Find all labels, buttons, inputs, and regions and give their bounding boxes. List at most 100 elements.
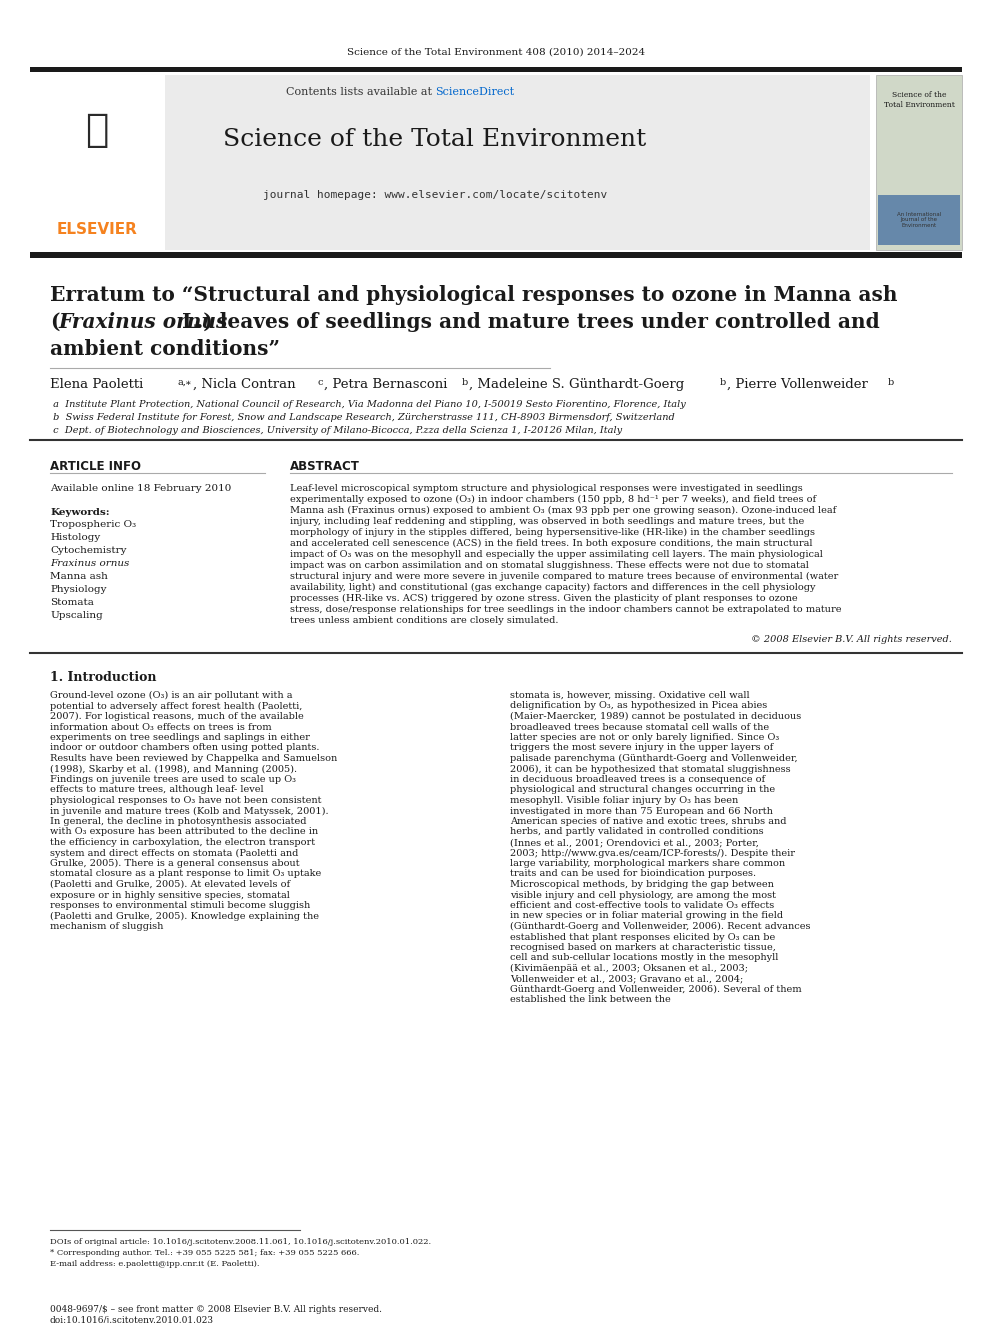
Text: impact was on carbon assimilation and on stomatal sluggishness. These effects we: impact was on carbon assimilation and on… [290,561,808,570]
Text: Contents lists available at: Contents lists available at [286,87,435,97]
Text: (1998), Skarby et al. (1998), and Manning (2005).: (1998), Skarby et al. (1998), and Mannin… [50,765,298,774]
Text: palisade parenchyma (Günthardt-Goerg and Vollenweider,: palisade parenchyma (Günthardt-Goerg and… [510,754,798,763]
Text: in new species or in foliar material growing in the field: in new species or in foliar material gro… [510,912,783,921]
Text: 🌳: 🌳 [85,111,109,149]
Text: ABSTRACT: ABSTRACT [290,460,360,474]
Text: In general, the decline in photosynthesis associated: In general, the decline in photosynthesi… [50,818,307,826]
Text: Erratum to “Structural and physiological responses to ozone in Manna ash: Erratum to “Structural and physiological… [50,284,898,306]
Text: processes (HR-like vs. ACS) triggered by ozone stress. Given the plasticity of p: processes (HR-like vs. ACS) triggered by… [290,594,798,603]
Text: in deciduous broadleaved trees is a consequence of: in deciduous broadleaved trees is a cons… [510,775,765,785]
Text: Fraxinus ornus: Fraxinus ornus [58,312,227,332]
Text: the efficiency in carboxylation, the electron transport: the efficiency in carboxylation, the ele… [50,837,315,847]
Text: Ground-level ozone (O₃) is an air pollutant with a: Ground-level ozone (O₃) is an air pollut… [50,691,293,700]
Text: , Pierre Vollenweider: , Pierre Vollenweider [727,378,868,392]
Text: Manna ash (Fraxinus ornus) exposed to ambient O₃ (max 93 ppb per one growing sea: Manna ash (Fraxinus ornus) exposed to am… [290,505,836,515]
Text: Tropospheric O₃: Tropospheric O₃ [50,520,136,529]
Text: (Paoletti and Grulke, 2005). At elevated levels of: (Paoletti and Grulke, 2005). At elevated… [50,880,290,889]
Text: a,⁎: a,⁎ [178,378,191,388]
Text: trees unless ambient conditions are closely simulated.: trees unless ambient conditions are clos… [290,617,558,624]
Text: b  Swiss Federal Institute for Forest, Snow and Landscape Research, Zürcherstras: b Swiss Federal Institute for Forest, Sn… [50,413,675,422]
Text: availability, light) and constitutional (gas exchange capacity) factors and diff: availability, light) and constitutional … [290,583,815,593]
Text: in juvenile and mature trees (Kolb and Matyssek, 2001).: in juvenile and mature trees (Kolb and M… [50,807,328,815]
Text: An International
Journal of the
Environment: An International Journal of the Environm… [897,212,941,229]
Text: ScienceDirect: ScienceDirect [435,87,514,97]
Text: 2006), it can be hypothesized that stomatal sluggishness: 2006), it can be hypothesized that stoma… [510,765,791,774]
Text: impact of O₃ was on the mesophyll and especially the upper assimilating cell lay: impact of O₃ was on the mesophyll and es… [290,550,823,560]
Text: doi:10.1016/j.scitotenv.2010.01.023: doi:10.1016/j.scitotenv.2010.01.023 [50,1316,214,1323]
Bar [30,75,870,250]
Text: information about O₃ effects on trees is from: information about O₃ effects on trees is… [50,722,272,732]
Text: , Madeleine S. Günthardt-Goerg: , Madeleine S. Günthardt-Goerg [469,378,684,392]
Text: ELSEVIER: ELSEVIER [57,222,138,238]
Bar [30,251,962,258]
Text: recognised based on markers at characteristic tissue,: recognised based on markers at character… [510,943,776,953]
Text: * Corresponding author. Tel.: +39 055 5225 581; fax: +39 055 5225 666.: * Corresponding author. Tel.: +39 055 52… [50,1249,359,1257]
Text: Manna ash: Manna ash [50,572,108,581]
Text: Upscaling: Upscaling [50,611,103,620]
Text: experiments on tree seedlings and saplings in either: experiments on tree seedlings and saplin… [50,733,310,742]
Text: broadleaved trees because stomatal cell walls of the: broadleaved trees because stomatal cell … [510,722,769,732]
Bar [30,67,962,71]
Text: morphology of injury in the stipples differed, being hypersensitive-like (HR-lik: morphology of injury in the stipples dif… [290,528,815,537]
Text: triggers the most severe injury in the upper layers of: triggers the most severe injury in the u… [510,744,773,753]
Text: American species of native and exotic trees, shrubs and: American species of native and exotic tr… [510,818,787,826]
Text: and accelerated cell senescence (ACS) in the field trees. In both exposure condi: and accelerated cell senescence (ACS) in… [290,538,812,548]
Text: b: b [720,378,726,388]
Text: Vollenweider et al., 2003; Gravano et al., 2004;: Vollenweider et al., 2003; Gravano et al… [510,975,743,983]
Text: Science of the
Total Environment: Science of the Total Environment [884,91,954,108]
Text: visible injury and cell physiology, are among the most: visible injury and cell physiology, are … [510,890,776,900]
Text: ambient conditions”: ambient conditions” [50,339,280,359]
Text: 1. Introduction: 1. Introduction [50,671,157,684]
Text: indoor or outdoor chambers often using potted plants.: indoor or outdoor chambers often using p… [50,744,319,753]
Text: Science of the Total Environment 408 (2010) 2014–2024: Science of the Total Environment 408 (20… [347,48,645,57]
Text: (Maier-Maercker, 1989) cannot be postulated in deciduous: (Maier-Maercker, 1989) cannot be postula… [510,712,802,721]
Text: c  Dept. of Biotechnology and Biosciences, University of Milano-Bicocca, P.zza d: c Dept. of Biotechnology and Biosciences… [50,426,622,435]
Text: , Petra Bernasconi: , Petra Bernasconi [324,378,447,392]
Text: ARTICLE INFO: ARTICLE INFO [50,460,141,474]
Text: mechanism of sluggish: mechanism of sluggish [50,922,164,931]
Text: (Innes et al., 2001; Orendovici et al., 2003; Porter,: (Innes et al., 2001; Orendovici et al., … [510,837,759,847]
Text: established that plant responses elicited by O₃ can be: established that plant responses elicite… [510,933,776,942]
Text: responses to environmental stimuli become sluggish: responses to environmental stimuli becom… [50,901,310,910]
Text: E-mail address: e.paoletti@ipp.cnr.it (E. Paoletti).: E-mail address: e.paoletti@ipp.cnr.it (E… [50,1259,260,1267]
Text: Leaf-level microscopical symptom structure and physiological responses were inve: Leaf-level microscopical symptom structu… [290,484,803,493]
Text: , Nicla Contran: , Nicla Contran [193,378,296,392]
Text: Science of the Total Environment: Science of the Total Environment [223,128,647,152]
Text: established the link between the: established the link between the [510,995,671,1004]
Text: exposure or in highly sensitive species, stomatal: exposure or in highly sensitive species,… [50,890,290,900]
Text: DOIs of original article: 10.1016/j.scitotenv.2008.11.061, 10.1016/j.scitotenv.2: DOIs of original article: 10.1016/j.scit… [50,1238,432,1246]
Text: journal homepage: www.elsevier.com/locate/scitotenv: journal homepage: www.elsevier.com/locat… [263,191,607,200]
Text: stomatal closure as a plant response to limit O₃ uptake: stomatal closure as a plant response to … [50,869,321,878]
Text: Günthardt-Goerg and Vollenweider, 2006). Several of them: Günthardt-Goerg and Vollenweider, 2006).… [510,986,802,994]
Text: stomata is, however, missing. Oxidative cell wall: stomata is, however, missing. Oxidative … [510,691,750,700]
Text: (Günthardt-Goerg and Vollenweider, 2006). Recent advances: (Günthardt-Goerg and Vollenweider, 2006)… [510,922,810,931]
Text: physiological responses to O₃ have not been consistent: physiological responses to O₃ have not b… [50,796,321,804]
Text: c: c [317,378,322,388]
Text: traits and can be used for bioindication purposes.: traits and can be used for bioindication… [510,869,756,878]
Text: b: b [462,378,468,388]
Text: (Paoletti and Grulke, 2005). Knowledge explaining the: (Paoletti and Grulke, 2005). Knowledge e… [50,912,319,921]
Text: injury, including leaf reddening and stippling, was observed in both seedlings a: injury, including leaf reddening and sti… [290,517,805,527]
Text: large variability, morphological markers share common: large variability, morphological markers… [510,859,785,868]
Text: efficient and cost-effective tools to validate O₃ effects: efficient and cost-effective tools to va… [510,901,774,910]
Text: potential to adversely affect forest health (Paoletti,: potential to adversely affect forest hea… [50,701,303,710]
Text: physiological and structural changes occurring in the: physiological and structural changes occ… [510,786,775,795]
Bar [30,75,165,250]
Text: herbs, and partly validated in controlled conditions: herbs, and partly validated in controlle… [510,827,764,836]
Text: Fraxinus ornus: Fraxinus ornus [50,560,129,568]
Bar [878,194,960,245]
Text: Physiology: Physiology [50,585,106,594]
Text: effects to mature trees, although leaf- level: effects to mature trees, although leaf- … [50,786,264,795]
Text: (: ( [50,312,60,332]
Text: 0048-9697/$ – see front matter © 2008 Elsevier B.V. All rights reserved.: 0048-9697/$ – see front matter © 2008 El… [50,1304,382,1314]
Text: a  Institute Plant Protection, National Council of Research, Via Madonna del Pia: a Institute Plant Protection, National C… [50,400,685,409]
Text: mesophyll. Visible foliar injury by O₃ has been: mesophyll. Visible foliar injury by O₃ h… [510,796,738,804]
Text: structural injury and were more severe in juvenile compared to mature trees beca: structural injury and were more severe i… [290,572,838,581]
Text: 2003; http://www.gva.es/ceam/ICP-forests/). Despite their: 2003; http://www.gva.es/ceam/ICP-forests… [510,848,795,857]
Text: Histology: Histology [50,533,100,542]
Text: latter species are not or only barely lignified. Since O₃: latter species are not or only barely li… [510,733,780,742]
Text: investigated in more than 75 European and 66 North: investigated in more than 75 European an… [510,807,773,815]
Text: Stomata: Stomata [50,598,94,607]
Bar [876,75,962,250]
Text: experimentally exposed to ozone (O₃) in indoor chambers (150 ppb, 8 hd⁻¹ per 7 w: experimentally exposed to ozone (O₃) in … [290,495,816,504]
